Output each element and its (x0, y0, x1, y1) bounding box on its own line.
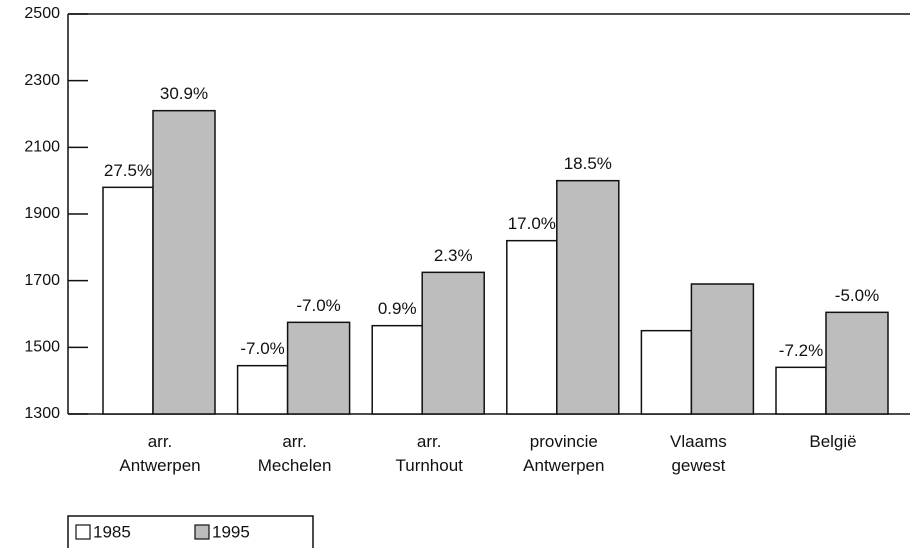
x-tick-label-line: België (809, 432, 856, 451)
bar-label: -7.2% (779, 341, 823, 360)
bar (506, 239, 558, 415)
bar-label: 17.0% (508, 214, 556, 233)
x-tick-label-line: provincie (530, 432, 598, 451)
bar (152, 109, 216, 415)
bar-label: -7.0% (296, 296, 340, 315)
y-tick-label: 2300 (24, 72, 60, 89)
bar (371, 324, 423, 415)
bar-label: 30.9% (160, 84, 208, 103)
bar (556, 179, 620, 415)
bar-label: 18.5% (564, 154, 612, 173)
bar (102, 186, 154, 415)
x-tick-label-line: Turnhout (395, 456, 463, 475)
y-tick-label: 1500 (24, 339, 60, 356)
bar (825, 311, 889, 415)
bar (286, 321, 351, 415)
y-tick-label: 1900 (24, 205, 60, 222)
legend-label: 1995 (212, 522, 250, 541)
x-tick-label-line: arr. (282, 432, 307, 451)
x-tick-label-line: Mechelen (258, 456, 332, 475)
y-tick-label: 2100 (24, 139, 60, 156)
x-tick-label-line: Antwerpen (523, 456, 604, 475)
x-tick-label-line: gewest (671, 456, 725, 475)
bar (775, 366, 827, 415)
legend-swatch (75, 524, 91, 540)
bar-label: -5.0% (835, 286, 879, 305)
x-tick-label-line: arr. (417, 432, 442, 451)
x-tick-label: arr. Mechelen (258, 432, 332, 475)
x-tick-label-line: Vlaams (670, 432, 727, 451)
legend-label: 1985 (93, 522, 131, 541)
bar (421, 271, 485, 415)
legend-swatch (194, 524, 210, 540)
bar-label: 2.3% (434, 246, 473, 265)
y-tick-label: 1300 (24, 405, 60, 422)
bar (690, 283, 755, 415)
y-tick-label: 2500 (24, 5, 60, 22)
x-tick-label: provincie Antwerpen (523, 432, 604, 475)
x-tick-label-line: arr. (148, 432, 173, 451)
x-tick-label: arr. Antwerpen (119, 432, 200, 475)
x-tick-label-line: Antwerpen (119, 456, 200, 475)
x-tick-label: arr. Turnhout (395, 432, 463, 475)
y-tick-label: 1700 (24, 272, 60, 289)
bar-label: -7.0% (240, 339, 284, 358)
bar-label: 0.9% (378, 299, 417, 318)
bar-label: 27.5% (104, 161, 152, 180)
legend-box (67, 515, 314, 548)
bar (236, 364, 289, 415)
bar (640, 329, 693, 415)
x-tick-label: Vlaams gewest (670, 432, 727, 475)
x-tick-label: België (809, 432, 856, 451)
